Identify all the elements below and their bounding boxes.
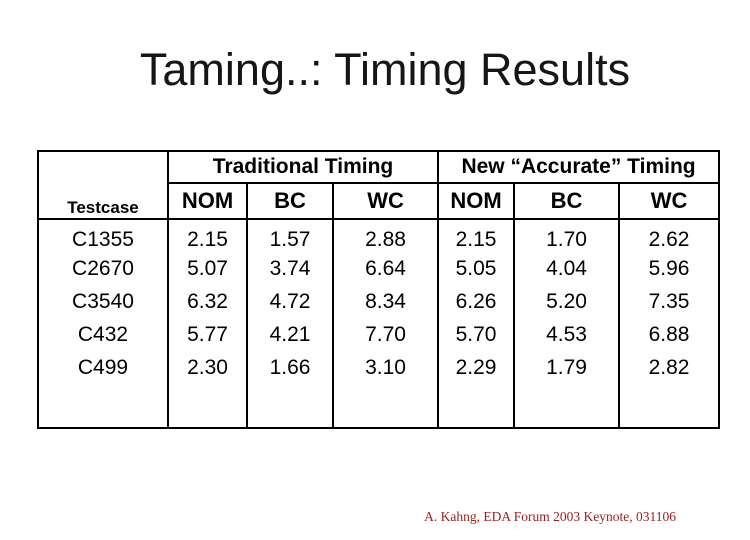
testcase-cell: C3540 <box>37 285 169 318</box>
group-header-new-accurate-timing: New “Accurate” Timing <box>437 150 721 184</box>
value-cell: 2.15 <box>437 219 516 252</box>
testcase-cell: C432 <box>37 318 169 351</box>
table-row: C499 2.30 1.66 3.10 2.29 1.79 2.82 <box>37 351 721 384</box>
value-cell: 3.10 <box>331 351 440 384</box>
testcase-cell: C1355 <box>37 219 169 252</box>
value-cell: 2.82 <box>618 351 721 384</box>
value-cell: 1.57 <box>246 219 334 252</box>
value-cell: 3.74 <box>246 252 334 285</box>
table-row: C3540 6.32 4.72 8.34 6.26 5.20 7.35 <box>37 285 721 318</box>
value-cell: 4.21 <box>246 318 334 351</box>
table-body: C1355 2.15 1.57 2.88 2.15 1.70 2.62 C2670 5.07 3.… <box>37 219 721 428</box>
value-cell: 5.77 <box>167 318 248 351</box>
spacer-cell <box>246 384 334 428</box>
value-cell: 1.79 <box>513 351 621 384</box>
table-row: C432 5.77 4.21 7.70 5.70 4.53 6.88 <box>37 318 721 351</box>
column-header-new-bc: BC <box>513 182 621 220</box>
column-header-row: NOM BC WC NOM BC WC <box>38 182 721 220</box>
column-header-trad-nom: NOM <box>167 182 248 220</box>
value-cell: 6.64 <box>331 252 440 285</box>
spacer-cell <box>37 384 169 428</box>
value-cell: 1.66 <box>246 351 334 384</box>
value-cell: 6.32 <box>167 285 248 318</box>
column-header-trad-wc: WC <box>331 182 440 220</box>
column-header-new-wc: WC <box>618 182 721 220</box>
value-cell: 2.88 <box>331 219 440 252</box>
value-cell: 5.05 <box>437 252 516 285</box>
spacer-cell <box>331 384 440 428</box>
value-cell: 1.70 <box>513 219 621 252</box>
value-cell: 4.72 <box>246 285 334 318</box>
value-cell: 4.53 <box>513 318 621 351</box>
value-cell: 8.34 <box>331 285 440 318</box>
slide-title: Taming..: Timing Results <box>139 44 631 95</box>
spacer-cell <box>513 384 621 428</box>
spacer-cell <box>167 384 248 428</box>
value-cell: 6.26 <box>437 285 516 318</box>
value-cell: 6.88 <box>618 318 721 351</box>
group-header-row: Testcase Traditional Timing New “Accurat… <box>37 150 721 220</box>
table-row: C2670 5.07 3.74 6.64 5.05 4.04 5.96 <box>37 252 721 285</box>
value-cell: 4.04 <box>513 252 621 285</box>
group-header-traditional-timing: Traditional Timing <box>166 150 440 184</box>
testcase-cell: C2670 <box>37 252 169 285</box>
table-row: C1355 2.15 1.57 2.88 2.15 1.70 2.62 <box>37 219 721 252</box>
value-cell: 2.62 <box>618 219 721 252</box>
value-cell: 2.15 <box>167 219 248 252</box>
table-spacer-row <box>37 384 721 428</box>
value-cell: 7.70 <box>331 318 440 351</box>
spacer-cell <box>618 384 721 428</box>
value-cell: 2.29 <box>437 351 516 384</box>
timing-results-table: Testcase Traditional Timing New “Accurat… <box>37 150 721 429</box>
table-header: Testcase Traditional Timing New “Accurat… <box>37 150 721 220</box>
column-header-trad-bc: BC <box>246 182 334 220</box>
value-cell: 5.20 <box>513 285 621 318</box>
testcase-column-header: Testcase <box>37 150 169 220</box>
attribution-footer: A. Kahng, EDA Forum 2003 Keynote, 031106 <box>424 509 676 524</box>
value-cell: 5.07 <box>167 252 248 285</box>
value-cell: 2.30 <box>167 351 248 384</box>
value-cell: 5.70 <box>437 318 516 351</box>
testcase-cell: C499 <box>37 351 169 384</box>
column-header-new-nom: NOM <box>437 182 516 220</box>
value-cell: 5.96 <box>618 252 721 285</box>
spacer-cell <box>437 384 516 428</box>
value-cell: 7.35 <box>618 285 721 318</box>
